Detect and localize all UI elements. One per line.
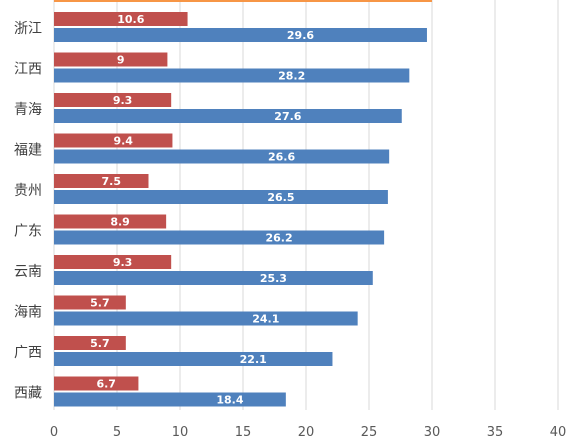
labels: 浙江 10.6 29.6 江西 9 28.2 青海 9.3 27.6 福建 9.4 26.6 贵州 7.5… [14, 13, 314, 407]
data-label: 26.6 [268, 151, 295, 164]
x-tick-label: 10 [172, 425, 189, 440]
x-tick-label: 30 [424, 425, 441, 440]
category-label: 海南 [14, 305, 42, 321]
bar-blue [54, 392, 286, 407]
data-label: 9 [117, 54, 125, 67]
data-label: 25.3 [260, 272, 287, 285]
category-label: 广东 [14, 224, 42, 240]
bar-red [54, 12, 188, 26]
data-label: 8.9 [110, 216, 130, 229]
bar-blue [54, 230, 385, 245]
category-label: 福建 [14, 143, 42, 159]
data-label: 9.3 [113, 256, 133, 269]
x-tick-label: 20 [298, 425, 315, 440]
bar-red [54, 255, 172, 269]
bar-red [54, 133, 173, 148]
data-label: 24.1 [252, 313, 279, 326]
gridlines [53, 0, 559, 410]
data-label: 26.2 [265, 232, 292, 245]
x-tick-label: 40 [550, 425, 567, 440]
data-label: 9.4 [113, 135, 133, 148]
data-label: 26.5 [267, 191, 294, 204]
bars [54, 0, 432, 407]
category-label: 江西 [14, 62, 42, 78]
category-label: 云南 [14, 264, 42, 280]
bar-blue [54, 190, 388, 204]
data-label: 29.6 [287, 29, 314, 42]
bar-red [54, 52, 168, 67]
bar-red [54, 336, 126, 350]
bar-blue [54, 149, 390, 164]
category-label: 西藏 [14, 386, 42, 402]
category-label: 广西 [14, 345, 42, 361]
data-label: 6.7 [96, 378, 116, 391]
x-tick-label: 5 [113, 425, 121, 440]
bar-blue [54, 109, 402, 123]
bar-red [54, 214, 167, 229]
category-label: 浙江 [14, 21, 42, 37]
bar-blue [54, 68, 410, 83]
bar-red [54, 93, 172, 107]
bar-red [54, 295, 126, 310]
bar-top-partial [54, 0, 432, 2]
bar-blue [54, 28, 427, 42]
bar-blue [54, 271, 373, 285]
data-label: 5.7 [90, 337, 110, 350]
bar-blue [54, 311, 358, 326]
bar-red [54, 376, 139, 391]
data-label: 28.2 [278, 70, 305, 83]
x-tick-label: 25 [361, 425, 378, 440]
data-label: 5.7 [90, 297, 110, 310]
bar-blue [54, 352, 333, 366]
x-axis: 0 5 10 15 20 25 30 35 40 [50, 425, 566, 440]
data-label: 27.6 [274, 110, 301, 123]
x-tick-label: 15 [235, 425, 252, 440]
data-label: 9.3 [113, 94, 133, 107]
category-label: 青海 [14, 102, 42, 118]
bar-red [54, 174, 149, 188]
category-label: 贵州 [14, 183, 42, 199]
x-tick-label: 0 [50, 425, 58, 440]
data-label: 18.4 [216, 394, 243, 407]
data-label: 22.1 [240, 353, 267, 366]
data-label: 10.6 [117, 13, 144, 26]
x-tick-label: 35 [487, 425, 504, 440]
data-label: 7.5 [102, 175, 122, 188]
